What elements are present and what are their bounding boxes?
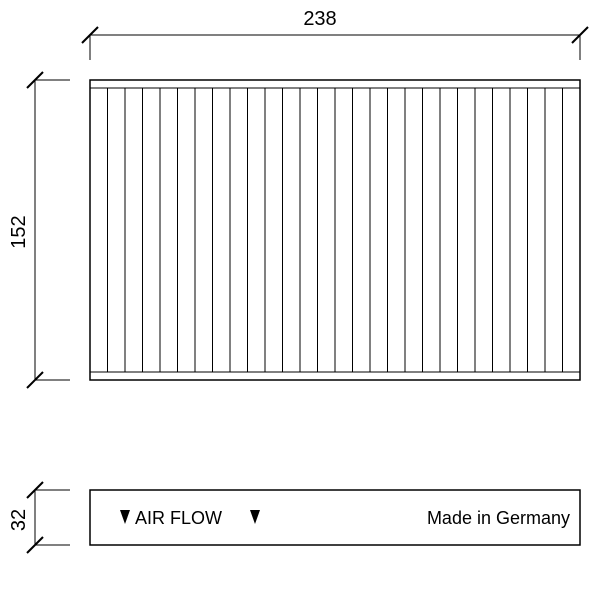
dimension-height: 152: [8, 72, 70, 388]
front-view: [90, 80, 580, 380]
made-in-label: Made in Germany: [427, 508, 570, 528]
dim-width-value: 238: [303, 8, 336, 30]
dim-height-value: 152: [8, 215, 30, 248]
airflow-arrow-right-icon: [250, 510, 260, 524]
airflow-arrow-left-icon: [120, 510, 130, 524]
dim-depth-value: 32: [8, 509, 30, 531]
side-view: AIR FLOW Made in Germany: [90, 490, 580, 545]
dimension-width: 238: [82, 8, 588, 60]
dimension-depth: 32: [8, 482, 70, 553]
front-slats: [108, 88, 563, 372]
airflow-label: AIR FLOW: [135, 508, 222, 528]
technical-drawing: 238 152 AIR FLOW Made in Germany 32: [0, 0, 600, 600]
